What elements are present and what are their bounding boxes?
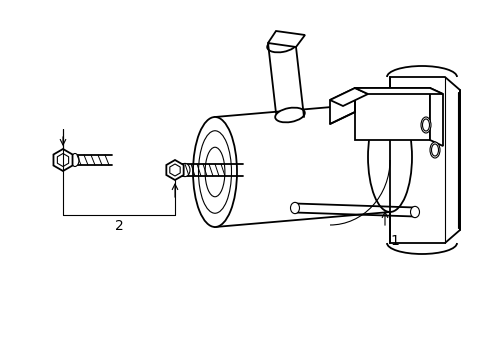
Ellipse shape bbox=[180, 163, 190, 177]
Ellipse shape bbox=[429, 142, 439, 158]
Polygon shape bbox=[169, 164, 180, 176]
Ellipse shape bbox=[409, 206, 419, 218]
Ellipse shape bbox=[204, 147, 224, 197]
Polygon shape bbox=[57, 153, 68, 166]
Polygon shape bbox=[429, 88, 442, 146]
Text: 1: 1 bbox=[389, 234, 398, 248]
Ellipse shape bbox=[193, 117, 237, 227]
Ellipse shape bbox=[290, 202, 299, 213]
Polygon shape bbox=[166, 160, 183, 180]
Ellipse shape bbox=[275, 108, 304, 122]
Ellipse shape bbox=[367, 102, 411, 212]
Ellipse shape bbox=[430, 144, 438, 156]
Ellipse shape bbox=[71, 153, 79, 166]
Polygon shape bbox=[354, 88, 429, 140]
Ellipse shape bbox=[420, 117, 430, 133]
Polygon shape bbox=[53, 149, 72, 171]
Ellipse shape bbox=[422, 119, 428, 131]
Ellipse shape bbox=[266, 38, 296, 52]
Polygon shape bbox=[329, 88, 354, 124]
Polygon shape bbox=[215, 102, 389, 227]
Ellipse shape bbox=[198, 131, 231, 213]
Polygon shape bbox=[329, 88, 367, 106]
Polygon shape bbox=[267, 31, 305, 47]
Polygon shape bbox=[354, 88, 442, 94]
Text: 2: 2 bbox=[114, 219, 123, 233]
Polygon shape bbox=[389, 77, 459, 243]
